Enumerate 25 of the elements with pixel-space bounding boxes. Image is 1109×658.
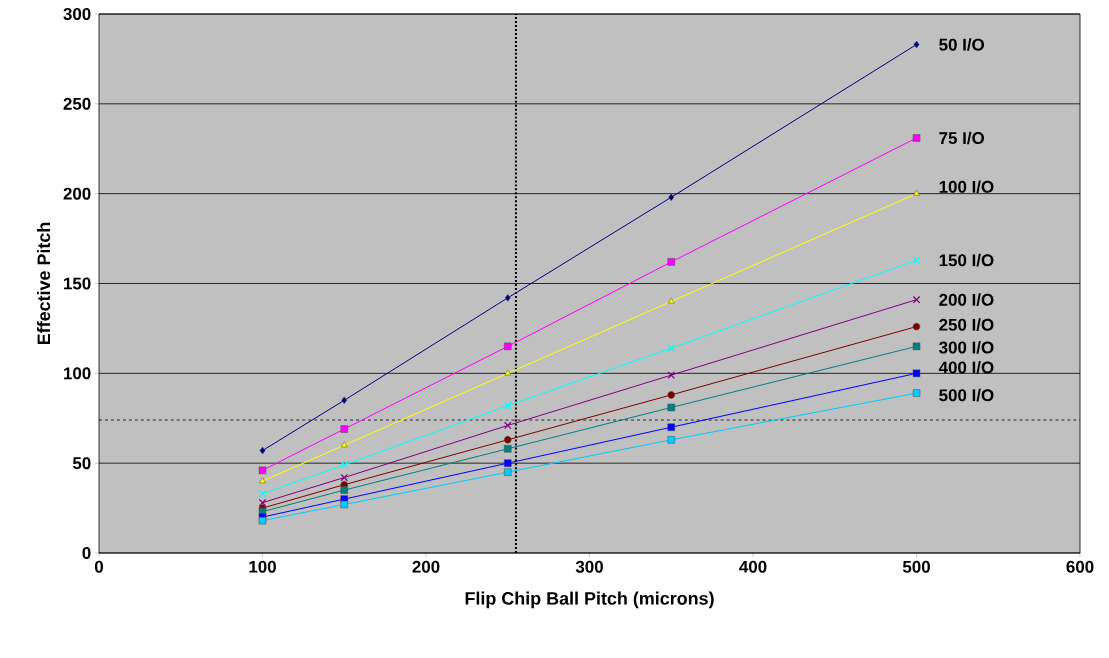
series-label: 300 I/O bbox=[939, 341, 994, 354]
series-label: 50 I/O bbox=[939, 38, 985, 51]
series-label: 400 I/O bbox=[938, 361, 994, 374]
series-label: 150 I/O bbox=[939, 253, 994, 267]
x-tick-label: 200 bbox=[412, 560, 440, 573]
series-label: 250 I/O bbox=[939, 318, 994, 331]
x-tick-label: 400 bbox=[739, 560, 767, 573]
series-label: 500 I/O bbox=[939, 388, 994, 402]
x-tick-label: 600 bbox=[1066, 560, 1094, 573]
y-tick-label: 250 bbox=[63, 97, 91, 110]
x-tick-label: 300 bbox=[575, 560, 603, 573]
y-tick-label: 50 bbox=[72, 457, 91, 470]
y-tick-label: 100 bbox=[64, 367, 91, 380]
y-tick-label: 0 bbox=[82, 547, 91, 559]
y-axis-title: Effective Pitch bbox=[36, 222, 51, 345]
x-tick-label: 0 bbox=[94, 560, 104, 573]
y-tick-label: 200 bbox=[63, 187, 91, 200]
x-tick-label: 100 bbox=[249, 560, 276, 573]
x-axis-title: Flip Chip Ball Pitch (microns) bbox=[465, 591, 714, 609]
series-label: 100 I/O bbox=[939, 180, 994, 193]
y-tick-label: 300 bbox=[63, 7, 91, 20]
series-label: 75 I/O bbox=[939, 131, 985, 145]
series-label: 200 I/O bbox=[939, 293, 994, 306]
x-tick-label: 500 bbox=[902, 560, 930, 573]
y-tick-label: 150 bbox=[64, 277, 91, 290]
